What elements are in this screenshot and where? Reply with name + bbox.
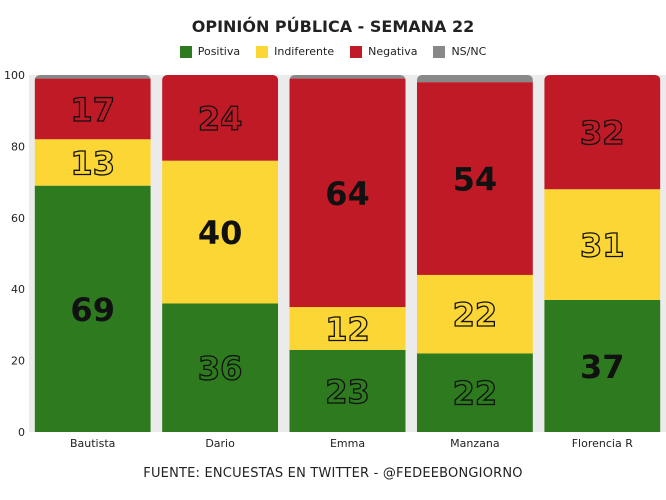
data-label: 17 [70, 91, 115, 129]
bar-segment-nsnc [416, 75, 533, 83]
legend-item-2: Negativa [350, 45, 417, 58]
bar-segment-negativa [34, 78, 151, 140]
bar-segment-indiferente [34, 139, 151, 186]
bar-segment-nsnc [289, 75, 406, 79]
x-category-label: Dario [205, 437, 235, 450]
legend-swatch [256, 45, 269, 58]
bar-segment-positiva [289, 349, 406, 432]
bar-stack-florencia-r [544, 75, 661, 432]
y-tick-label: 60 [11, 212, 25, 225]
data-label: 24 [198, 100, 243, 138]
legend: Positiva Indiferente Negativa NS/NC [0, 45, 666, 58]
bar-segment-negativa [162, 75, 279, 161]
legend-label: Positiva [197, 45, 241, 58]
x-category-label: Florencia R [572, 437, 633, 450]
legend-swatch [433, 45, 446, 58]
data-label: 36 [198, 350, 243, 388]
data-label: 12 [325, 310, 370, 348]
bar-segment-positiva [416, 353, 533, 432]
data-label: 31 [580, 227, 625, 265]
data-label: 54 [453, 161, 498, 199]
data-label: 32 [580, 114, 625, 152]
x-category-label: Manzana [450, 437, 499, 450]
bar-segment-indiferente [162, 160, 279, 304]
data-label: 64 [325, 175, 370, 213]
x-category-label: Bautista [70, 437, 115, 450]
data-label: 22 [453, 375, 498, 413]
bar-stack-manzana [416, 75, 533, 432]
bar-segment-negativa [544, 75, 661, 190]
legend-item-0: Positiva [179, 45, 241, 58]
data-label: 37 [580, 348, 625, 386]
data-label: 23 [325, 373, 370, 411]
y-tick-label: 80 [11, 140, 25, 153]
bar-segment-indiferente [289, 307, 406, 350]
bar-stack-emma [289, 75, 406, 432]
x-category-label: Emma [330, 437, 365, 450]
legend-swatch [179, 45, 192, 58]
bar-segment-nsnc [34, 75, 151, 79]
bar-stack-dario [162, 75, 279, 432]
data-label: 40 [198, 214, 243, 252]
legend-item-3: NS/NC [433, 45, 486, 58]
bar-segment-indiferente [544, 189, 661, 300]
bar-segment-positiva [162, 303, 279, 432]
bar-segment-negativa [416, 82, 533, 275]
legend-label: Indiferente [274, 45, 335, 58]
y-tick-label: 0 [18, 426, 25, 439]
legend-item-1: Indiferente [256, 45, 334, 58]
legend-swatch [350, 45, 363, 58]
y-tick-label: 40 [11, 283, 25, 296]
chart-title: OPINIÓN PÚBLICA - SEMANA 22 [191, 17, 475, 36]
bar-segment-negativa [289, 78, 406, 308]
legend-label: NS/NC [451, 45, 487, 58]
bar-segment-indiferente [416, 274, 533, 354]
source-note: FUENTE: ENCUESTAS EN TWITTER - @FEDEEBON… [143, 466, 523, 481]
data-label: 22 [453, 296, 498, 334]
bar-segment-positiva [34, 185, 151, 432]
bar-stack-bautista [34, 75, 151, 432]
y-tick-label: 100 [4, 69, 25, 82]
data-label: 13 [70, 144, 115, 182]
y-tick-label: 20 [11, 355, 25, 368]
bar-segment-positiva [544, 299, 661, 432]
legend-label: Negativa [368, 45, 418, 58]
data-label: 69 [70, 291, 115, 329]
